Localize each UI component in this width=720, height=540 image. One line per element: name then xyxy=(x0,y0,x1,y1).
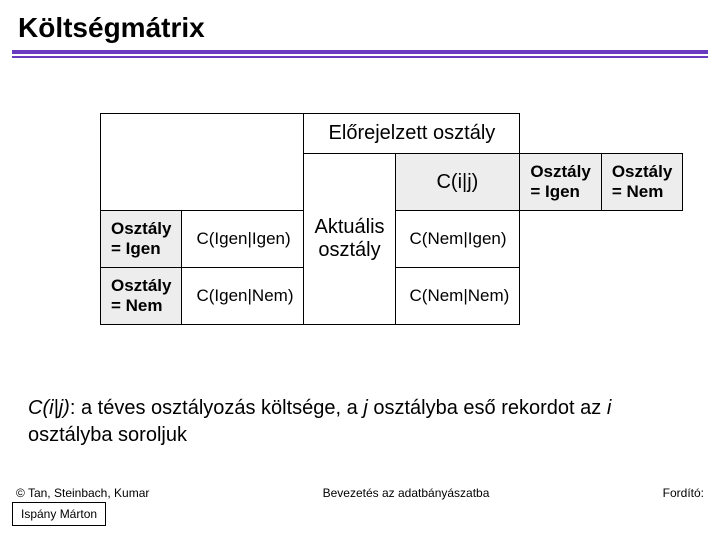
rule-thin xyxy=(12,56,708,58)
footer-center: Bevezetés az adatbányászatba xyxy=(323,486,490,500)
definition-term: C(i|j) xyxy=(28,397,70,419)
cell-no-yes: C(Nem|Igen) xyxy=(395,211,520,268)
definition-part3: osztályba soroljuk xyxy=(28,424,187,446)
footer-right: Fordító: xyxy=(663,486,704,500)
definition-var-i: i xyxy=(607,397,611,419)
predicted-class-header: Előrejelzett osztály xyxy=(304,114,520,154)
definition-part1: : a téves osztályozás költsége, a xyxy=(70,397,364,419)
row-label-yes: Osztály = Igen xyxy=(101,211,182,268)
footer-row: © Tan, Steinbach, Kumar Bevezetés az ada… xyxy=(12,486,708,502)
row-label-no: Osztály = Nem xyxy=(101,268,182,325)
title-rule xyxy=(12,50,708,58)
footer-translator-box: Ispány Márton xyxy=(12,502,106,526)
footer-left: © Tan, Steinbach, Kumar xyxy=(16,486,149,500)
table-row: Előrejelzett osztály xyxy=(101,114,683,154)
cost-matrix-container: Előrejelzett osztály Aktuális osztály C(… xyxy=(100,113,620,325)
corner-label: C(i|j) xyxy=(395,154,520,211)
definition-text: C(i|j): a téves osztályozás költsége, a … xyxy=(28,395,692,449)
cost-matrix-table: Előrejelzett osztály Aktuális osztály C(… xyxy=(100,113,683,325)
col-label-yes: Osztály = Igen xyxy=(520,154,601,211)
actual-class-header: Aktuális osztály xyxy=(304,154,395,325)
cell-no-no: C(Nem|Nem) xyxy=(395,268,520,325)
footer: © Tan, Steinbach, Kumar Bevezetés az ada… xyxy=(12,486,708,526)
rule-thick xyxy=(12,50,708,54)
col-label-no: Osztály = Nem xyxy=(601,154,682,211)
cell-yes-yes: C(Igen|Igen) xyxy=(182,211,304,268)
definition-part2: osztályba eső rekordot az xyxy=(368,397,607,419)
empty-corner xyxy=(101,114,304,211)
cell-yes-no: C(Igen|Nem) xyxy=(182,268,304,325)
slide-title: Költségmátrix xyxy=(0,0,720,50)
